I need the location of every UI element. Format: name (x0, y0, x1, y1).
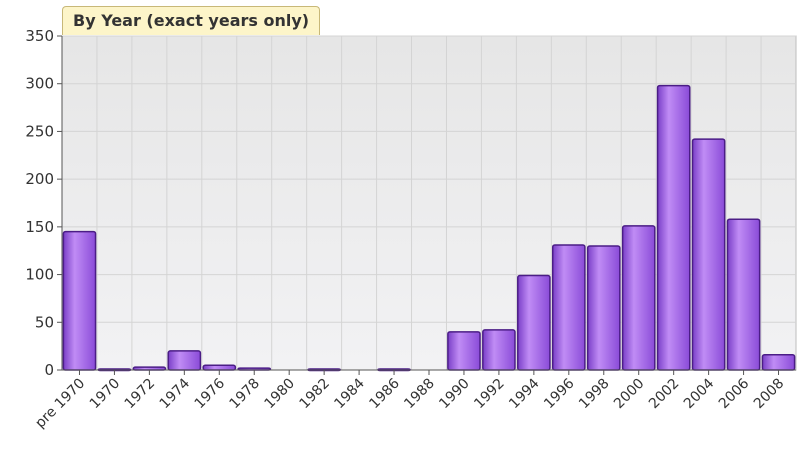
x-tick-label: 1982 (296, 376, 333, 413)
bar-1990 (447, 331, 481, 371)
x-tick-label: 1972 (122, 376, 159, 413)
y-tick-label: 200 (25, 170, 54, 188)
bar-2002 (656, 84, 691, 371)
x-tick-label: 1974 (157, 375, 194, 412)
y-tick-label: 50 (35, 313, 54, 331)
x-tick-label: 1988 (401, 376, 438, 413)
bar-1976 (202, 364, 237, 371)
bar-pre-1970 (62, 230, 97, 371)
y-axis-ticks: 0 50 100 150 200 250 300 350 (25, 27, 62, 379)
x-axis-ticks: pre 197019701972197419761978198019821984… (32, 370, 787, 431)
x-tick-label: 1976 (192, 375, 229, 412)
x-tick-label: 1980 (262, 376, 299, 413)
bar-1992 (482, 329, 516, 371)
chart-title: By Year (exact years only) (62, 6, 321, 35)
bar-2000 (621, 225, 656, 371)
x-tick-label: 1978 (227, 376, 264, 413)
x-tick-label: pre 1970 (32, 376, 88, 432)
x-tick-label: 2004 (681, 375, 718, 412)
x-tick-label: 1984 (331, 375, 368, 412)
x-tick-label: 2000 (611, 376, 648, 413)
x-tick-label: 2002 (646, 376, 683, 413)
x-tick-label: 1990 (436, 376, 473, 413)
bar-2006 (726, 218, 761, 371)
y-tick-label: 150 (25, 218, 54, 236)
y-tick-label: 250 (25, 122, 54, 140)
bar-1998 (586, 245, 621, 371)
x-tick-label: 1994 (506, 375, 543, 412)
bars (62, 84, 796, 372)
y-tick-label: 0 (44, 361, 54, 379)
bar-1974 (167, 350, 202, 371)
x-tick-label: 1970 (87, 376, 124, 413)
x-tick-label: 1992 (471, 376, 508, 413)
x-tick-label: 2006 (716, 375, 753, 412)
bar-2004 (691, 138, 726, 371)
bar-2008 (761, 353, 796, 371)
y-tick-label: 300 (25, 75, 54, 93)
x-tick-label: 1986 (366, 375, 403, 412)
bar-1994 (517, 274, 551, 371)
x-tick-label: 1998 (576, 376, 613, 413)
y-tick-label: 350 (25, 27, 54, 45)
x-tick-label: 2008 (751, 376, 788, 413)
y-tick-label: 100 (25, 266, 54, 284)
x-tick-label: 1996 (541, 375, 578, 412)
bar-1996 (551, 244, 586, 371)
